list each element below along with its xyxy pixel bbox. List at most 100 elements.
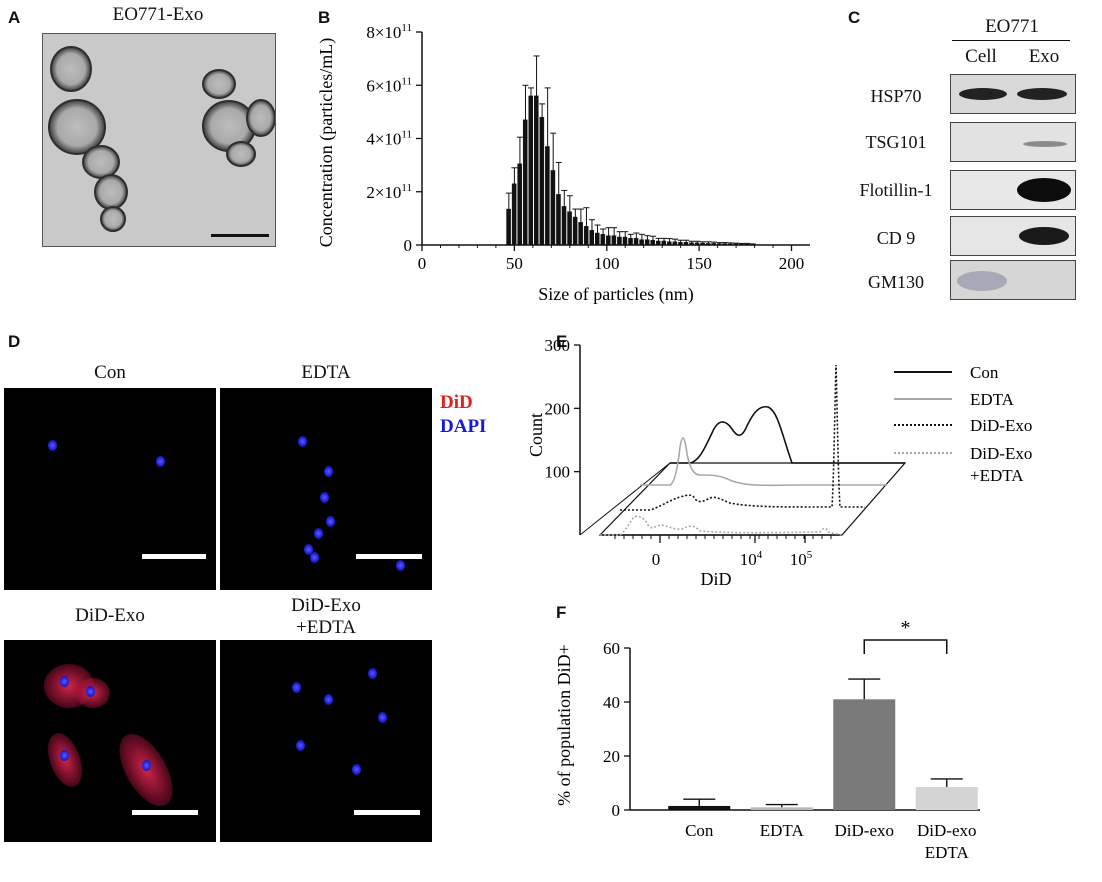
bar (833, 699, 896, 810)
bar (550, 170, 556, 246)
bar (589, 230, 595, 246)
y-axis-label: Count (526, 413, 546, 457)
panel-a-title: EO771-Exo (112, 4, 204, 25)
bar (672, 241, 678, 246)
y-tick-label: 300 (545, 336, 571, 355)
panel-b-label: B (318, 8, 331, 27)
bar (639, 239, 644, 246)
x-tick-label: 0 (418, 254, 427, 273)
y-axis-label: Concentration (particles/mL) (316, 38, 337, 247)
legend-did: DiD (440, 392, 473, 413)
panel-f-label: F (556, 603, 567, 622)
caption-edta: EDTA (301, 362, 351, 383)
legend-label: EDTA (970, 390, 1015, 409)
bar (567, 211, 572, 246)
blot-col-cell: Cell (965, 46, 997, 67)
bar (545, 146, 550, 246)
bar (578, 222, 583, 246)
bar (744, 243, 750, 246)
bar (522, 119, 528, 246)
bar (595, 232, 600, 246)
blot-label-hsp70: HSP70 (870, 86, 922, 106)
bar (750, 807, 813, 810)
series-did-exo-edta-line (600, 515, 843, 536)
bar (539, 116, 545, 246)
bar (655, 240, 661, 246)
x-tick-label: 0 (652, 550, 661, 569)
blot-header-line (952, 40, 1070, 41)
legend-label-line2: +EDTA (970, 466, 1024, 485)
y-tick-label: 2×1011 (366, 182, 412, 202)
significance-bracket (863, 639, 948, 654)
caption-did-exo-edta: DiD-Exo +EDTA (291, 595, 361, 638)
did-bar-chart: 0 20 40 60 % of population DiD+ Con EDTA DiD-ex… (554, 617, 980, 862)
bar (556, 194, 561, 246)
blot-label-gm130: GM130 (867, 272, 924, 292)
bar (733, 243, 739, 246)
blot-flotillin (950, 170, 1076, 210)
y-tick-label: 0 (404, 236, 413, 255)
y-axis-label: % of population DiD+ (554, 644, 574, 806)
bar (534, 95, 539, 246)
blot-cd9 (950, 216, 1076, 256)
x-tick-label: EDTA (760, 821, 805, 840)
image-did-exo (4, 640, 216, 842)
bar (600, 234, 606, 246)
bar (739, 243, 744, 246)
y-tick-label: 6×1011 (366, 75, 412, 95)
x-tick-label: DiD-exo (835, 821, 894, 840)
bar (583, 226, 589, 246)
caption-did-exo: DiD-Exo (75, 605, 145, 626)
x-axis-label: DiD (701, 569, 732, 589)
x-tick-label: 105 (790, 549, 813, 569)
bar (628, 238, 633, 246)
bar (611, 235, 617, 246)
caption-con: Con (94, 362, 126, 383)
bar (722, 243, 728, 246)
bar (617, 236, 622, 246)
bar (661, 240, 667, 246)
x-tick-label: 150 (686, 254, 712, 273)
bar (716, 243, 722, 246)
nta-chart: 0 2×1011 4×1011 6×1011 8×1011 0 50 100 150 200 Siz… (316, 22, 810, 305)
bar (644, 239, 650, 246)
bar (650, 239, 655, 246)
bar (506, 208, 511, 246)
image-did-exo-edta (220, 640, 432, 842)
image-con (4, 388, 216, 590)
offset-plane (598, 462, 907, 536)
bar (915, 787, 978, 810)
bar (728, 243, 733, 246)
bar (606, 235, 611, 246)
y-tick-label: 0 (612, 801, 621, 820)
blot-hsp70 (950, 74, 1076, 114)
x-tick-label-line2: EDTA (925, 843, 970, 862)
legend-label: DiD-Exo (970, 416, 1032, 435)
panel-c-label: C (848, 8, 861, 27)
bar (633, 238, 639, 246)
x-tick-label: Con (685, 821, 714, 840)
panel-e-label: E (556, 332, 568, 351)
bar (689, 242, 694, 246)
tem-micrograph (42, 33, 276, 247)
blot-label-tsg101: TSG101 (865, 132, 927, 152)
blot-label-cd9: CD 9 (876, 228, 916, 248)
bar (528, 95, 534, 246)
y-tick-label: 40 (603, 693, 620, 712)
blot-label-flotillin: Flotillin-1 (859, 180, 933, 200)
bar (622, 236, 628, 246)
panel-d-label: D (8, 332, 21, 351)
flow-chart: 100 200 300 Count 0 104 105 DiD Con EDTA DiD-Exo Di… (526, 336, 1032, 589)
scale-bar (211, 234, 269, 237)
x-tick-label: DiD-exo (917, 821, 976, 840)
bar (511, 183, 517, 246)
bar (694, 242, 700, 246)
series-edta-line (640, 437, 887, 487)
bar (711, 243, 716, 246)
depth-axis (579, 462, 671, 536)
x-tick-label: 200 (779, 254, 805, 273)
y-tick-label: 200 (545, 399, 571, 418)
y-tick-label: 100 (545, 463, 571, 482)
legend-dapi: DAPI (440, 416, 487, 437)
blot-tsg101 (950, 122, 1076, 162)
